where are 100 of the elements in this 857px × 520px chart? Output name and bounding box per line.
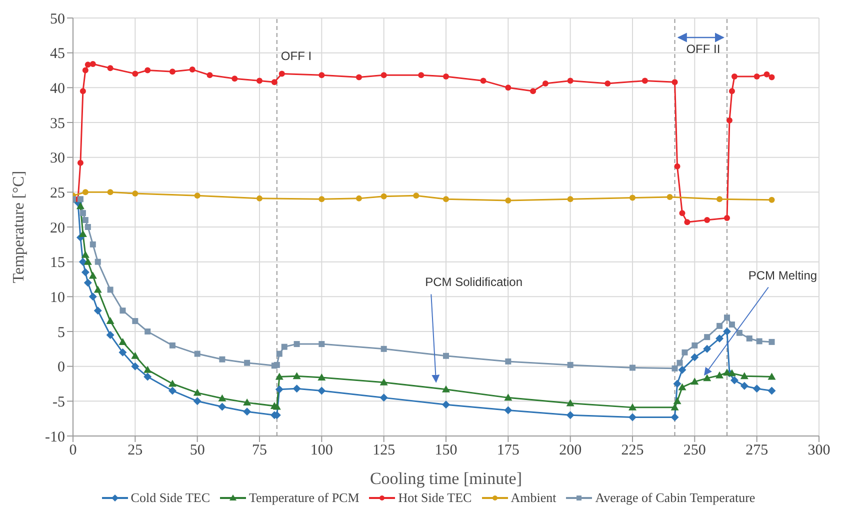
point [144, 366, 152, 373]
point [480, 78, 486, 84]
x-tick-label: 200 [559, 442, 582, 459]
point [728, 322, 735, 328]
point [566, 399, 574, 406]
point [276, 350, 282, 357]
point [193, 388, 202, 396]
point [78, 230, 87, 237]
point [670, 413, 679, 422]
point [94, 286, 102, 293]
point [168, 386, 176, 395]
point [704, 217, 710, 224]
point [724, 214, 730, 221]
point [567, 78, 574, 84]
point [413, 192, 420, 199]
y-tick-label: 45 [50, 46, 65, 62]
point [716, 371, 724, 378]
point [722, 328, 731, 336]
point [278, 70, 285, 77]
point [106, 330, 114, 339]
y-tick-label: 0 [58, 360, 65, 376]
point [118, 348, 127, 356]
annotation: PCM Solidification [425, 275, 523, 290]
point [193, 397, 202, 406]
point [81, 250, 90, 258]
y-tick-label: 15 [50, 255, 65, 272]
point [746, 335, 752, 342]
point [530, 88, 536, 94]
point [169, 342, 176, 348]
point [628, 403, 636, 410]
point [418, 72, 424, 78]
x-tick-label: 275 [746, 442, 768, 459]
point [356, 195, 362, 202]
point [642, 78, 648, 84]
point [672, 365, 678, 372]
point [726, 117, 732, 124]
point [443, 74, 449, 80]
point [132, 318, 138, 324]
point [318, 373, 326, 380]
point [666, 194, 673, 200]
point [542, 80, 548, 86]
point [243, 398, 252, 406]
point [292, 372, 301, 380]
x-axis-title: Cooling time [minute] [370, 469, 522, 488]
annotation: OFF I [280, 48, 312, 63]
point [442, 400, 450, 409]
point [318, 341, 325, 348]
point [703, 374, 712, 382]
point [132, 190, 138, 197]
point [206, 72, 213, 78]
point [628, 413, 636, 422]
point [244, 360, 250, 366]
point [567, 362, 574, 368]
point [120, 308, 126, 314]
point [144, 372, 152, 381]
point [692, 342, 698, 348]
y-tick-label: -5 [52, 394, 65, 410]
y-tick-label: 30 [50, 150, 65, 167]
point [736, 330, 742, 336]
point [505, 358, 512, 364]
point [131, 362, 140, 370]
point [88, 272, 97, 279]
point [380, 378, 388, 386]
point [716, 322, 723, 329]
legend-label: Ambient [510, 490, 556, 506]
legend-label: Temperature of PCM [249, 490, 360, 506]
point [144, 67, 151, 74]
point [88, 292, 97, 301]
point [218, 402, 226, 411]
point [380, 193, 387, 200]
point [443, 196, 449, 202]
point [566, 411, 574, 420]
point [80, 88, 86, 94]
point [764, 71, 770, 78]
point [676, 360, 683, 366]
y-tick-label: 35 [50, 116, 65, 132]
point [275, 385, 284, 394]
x-tick-label: 225 [621, 442, 644, 459]
point [684, 219, 690, 226]
point [673, 380, 682, 388]
point [674, 163, 680, 170]
point [505, 198, 512, 204]
point [131, 352, 140, 359]
point [730, 376, 738, 384]
point [670, 403, 679, 410]
point [443, 352, 449, 359]
point [77, 196, 84, 202]
y-tick-label: 5 [58, 324, 65, 341]
point [678, 366, 686, 374]
point [94, 258, 101, 265]
point [380, 394, 388, 402]
point [194, 350, 200, 357]
point [752, 384, 761, 393]
point [271, 79, 278, 86]
point [630, 364, 636, 371]
point [294, 341, 300, 348]
x-tick-label: 150 [434, 442, 458, 459]
point [704, 334, 710, 340]
point [768, 196, 775, 203]
point [274, 362, 280, 368]
